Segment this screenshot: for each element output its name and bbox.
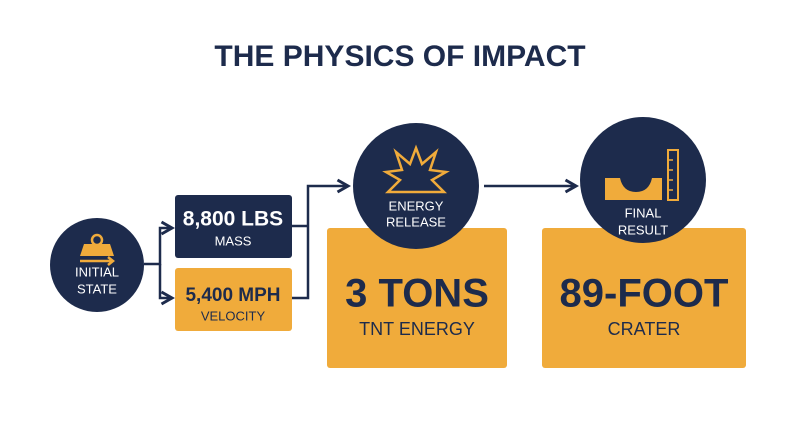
result-value: 89-FOOT: [560, 272, 729, 316]
initial-label: STATE: [77, 281, 117, 296]
energy-value: 3 TONS: [345, 272, 489, 316]
energy-box: 3 TONS TNT ENERGY ENERGY RELEASE: [327, 123, 507, 368]
velocity-box: 5,400 MPH VELOCITY: [175, 268, 292, 331]
result-box: 89-FOOT CRATER FINAL RESULT: [542, 117, 746, 368]
mass-label: MASS: [215, 233, 252, 248]
energy-circle-label: RELEASE: [386, 214, 446, 229]
mass-value: 8,800 LBS: [183, 208, 283, 231]
velocity-label: VELOCITY: [201, 308, 266, 323]
initial-label: INITIAL: [75, 264, 119, 279]
connectors: [144, 178, 580, 306]
result-circle-label: FINAL: [625, 205, 662, 220]
energy-label: TNT ENERGY: [359, 319, 475, 339]
result-circle-label: RESULT: [618, 222, 668, 237]
mass-box: 8,800 LBS MASS: [175, 195, 292, 258]
title: THE PHYSICS OF IMPACT: [214, 40, 585, 73]
velocity-value: 5,400 MPH: [185, 285, 280, 306]
result-label: CRATER: [608, 319, 681, 339]
initial-state: INITIAL STATE: [50, 218, 144, 312]
energy-circle-label: ENERGY: [389, 198, 444, 213]
